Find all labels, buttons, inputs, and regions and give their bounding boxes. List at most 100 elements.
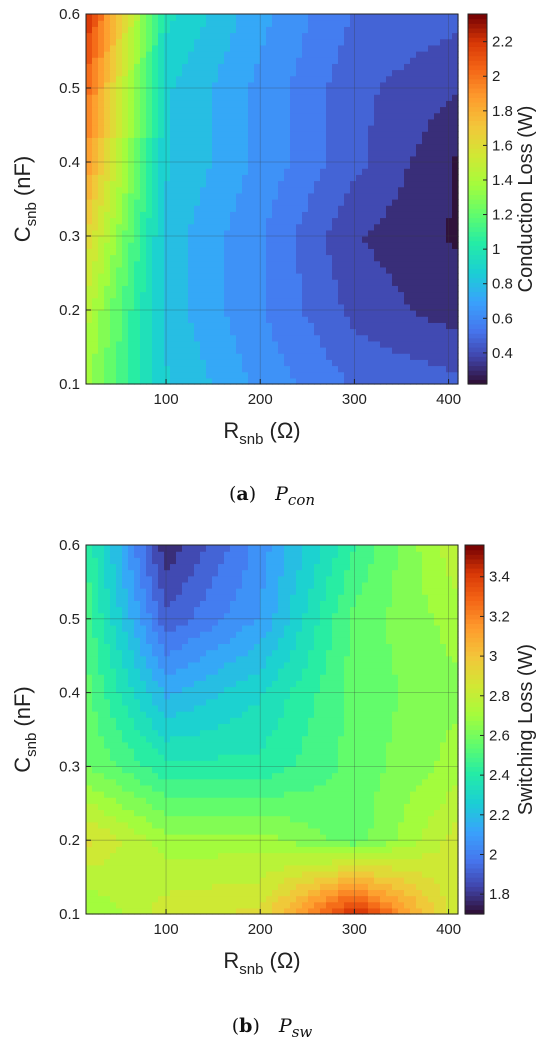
heatmap-cell	[344, 112, 351, 120]
heatmap-cell	[182, 223, 189, 231]
heatmap-cell	[446, 192, 453, 200]
heatmap-cell	[434, 38, 441, 46]
heatmap-cell	[110, 81, 117, 89]
heatmap-cell	[266, 131, 273, 138]
heatmap-cell	[380, 291, 387, 299]
colorbar-step	[468, 347, 487, 353]
heatmap-cell	[152, 723, 159, 731]
heatmap-cell	[104, 624, 111, 632]
heatmap-cell	[416, 26, 423, 34]
heatmap-cell	[392, 186, 399, 194]
heatmap-cell	[200, 38, 207, 46]
heatmap-cell	[398, 51, 405, 58]
heatmap-cell	[194, 44, 201, 52]
heatmap-cell	[326, 229, 333, 237]
heatmap-cell	[236, 316, 243, 323]
heatmap-cell	[374, 186, 381, 194]
heatmap-cell	[434, 20, 441, 27]
heatmap-cell	[362, 340, 369, 348]
heatmap-cell	[272, 69, 279, 77]
heatmap-cell	[266, 340, 273, 348]
heatmap-cell	[152, 162, 159, 169]
heatmap-cell	[128, 149, 135, 157]
heatmap-cell	[368, 26, 375, 34]
heatmap-cell	[302, 347, 309, 354]
heatmap-cell	[278, 377, 285, 385]
heatmap-cell	[140, 840, 147, 847]
heatmap-cell	[104, 143, 111, 151]
heatmap-cell	[194, 698, 201, 706]
heatmap-cell	[212, 20, 219, 27]
heatmap-cell	[110, 38, 117, 46]
heatmap-cell	[116, 14, 123, 21]
heatmap-cell	[122, 273, 129, 280]
heatmap-cell	[314, 14, 321, 21]
heatmap-cell	[410, 217, 417, 225]
heatmap-cell	[152, 186, 159, 194]
heatmap-cell	[434, 316, 441, 323]
heatmap-cell	[404, 205, 411, 212]
heatmap-cell	[176, 852, 183, 860]
heatmap-cell	[140, 168, 147, 175]
heatmap-cell	[242, 14, 249, 21]
heatmap-cell	[350, 322, 357, 330]
colorbar-step	[468, 370, 487, 376]
heatmap-cell	[200, 51, 207, 58]
heatmap-cell	[434, 125, 441, 132]
heatmap-cell	[278, 266, 285, 274]
heatmap-cell	[116, 594, 123, 601]
heatmap-cell	[146, 668, 153, 675]
heatmap-cell	[368, 279, 375, 286]
heatmap-cell	[434, 266, 441, 274]
heatmap-cell	[188, 698, 195, 706]
heatmap-cell	[362, 88, 369, 95]
heatmap-cell	[164, 784, 171, 792]
heatmap-cell	[404, 106, 411, 114]
heatmap-cell	[86, 51, 93, 58]
heatmap-cell	[356, 285, 363, 293]
heatmap-cell	[362, 106, 369, 114]
heatmap-cell	[104, 803, 111, 811]
heatmap-cell	[182, 717, 189, 724]
heatmap-cell	[86, 754, 93, 761]
heatmap-cell	[230, 192, 237, 200]
heatmap-cell	[182, 328, 189, 336]
heatmap-cell	[314, 38, 321, 46]
heatmap-cell	[188, 112, 195, 120]
heatmap-cell	[170, 901, 177, 909]
heatmap-cell	[104, 594, 111, 601]
heatmap-cell	[344, 260, 351, 268]
heatmap-cell	[320, 180, 327, 188]
heatmap-cell	[152, 155, 159, 163]
heatmap-cell	[218, 180, 225, 188]
heatmap-cell	[278, 229, 285, 237]
heatmap-cell	[224, 236, 231, 243]
heatmap-cell	[248, 242, 255, 249]
heatmap-cell	[218, 291, 225, 299]
heatmap-cell	[254, 310, 261, 317]
heatmap-cell	[182, 698, 189, 706]
heatmap-cell	[212, 88, 219, 95]
heatmap-cell	[92, 303, 99, 311]
heatmap-cell	[434, 322, 441, 330]
heatmap-cell	[92, 784, 99, 792]
heatmap-cell	[140, 112, 147, 120]
heatmap-cell	[326, 69, 333, 77]
heatmap-cell	[224, 248, 231, 256]
heatmap-cell	[122, 217, 129, 225]
heatmap-cell	[176, 334, 183, 342]
heatmap-cell	[428, 192, 435, 200]
heatmap-cell	[146, 631, 153, 638]
heatmap-cell	[284, 14, 291, 21]
heatmap-cell	[146, 864, 153, 872]
heatmap-cell	[152, 569, 159, 577]
heatmap-cell	[320, 162, 327, 169]
heatmap-cell	[140, 778, 147, 786]
heatmap-cell	[104, 260, 111, 268]
heatmap-cell	[122, 827, 129, 835]
heatmap-cell	[266, 51, 273, 58]
heatmap-cell	[182, 797, 189, 804]
heatmap-cell	[242, 359, 249, 367]
heatmap-cell	[296, 223, 303, 231]
heatmap-cell	[98, 205, 105, 212]
